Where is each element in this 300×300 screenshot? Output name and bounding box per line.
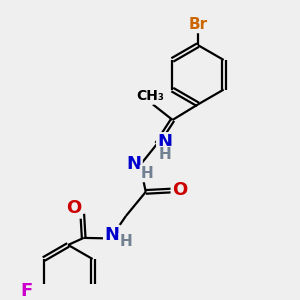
Text: N: N <box>126 155 141 173</box>
Text: H: H <box>120 234 132 249</box>
Text: H: H <box>141 166 154 181</box>
Text: O: O <box>66 199 81 217</box>
Text: O: O <box>172 182 187 200</box>
Text: Br: Br <box>188 17 208 32</box>
Text: N: N <box>158 134 172 152</box>
Text: H: H <box>159 147 171 162</box>
Text: N: N <box>104 226 119 244</box>
Text: CH₃: CH₃ <box>136 89 164 103</box>
Text: F: F <box>21 282 33 300</box>
